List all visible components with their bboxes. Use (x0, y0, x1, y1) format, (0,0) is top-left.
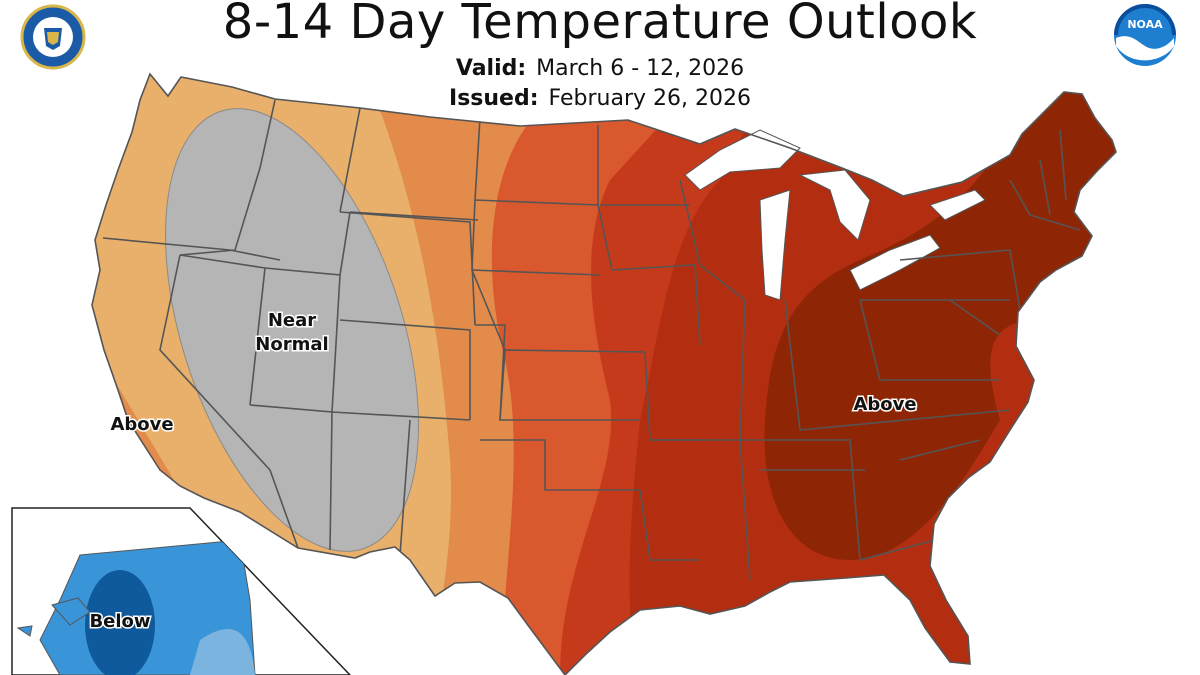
alaska-inset (11, 507, 352, 675)
above-east-label: Above (853, 394, 916, 415)
state-borders (102, 99, 1081, 581)
below-alaska-label: Below (89, 611, 150, 632)
above-west-label: Above (110, 414, 173, 435)
valid-label: Valid: (455, 56, 527, 81)
valid-line: Valid: March 6 - 12, 2026 (0, 56, 1200, 81)
commerce-seal-icon (20, 4, 86, 70)
issued-value: February 26, 2026 (548, 86, 751, 111)
noaa-logo-text: NOAA (1127, 18, 1163, 31)
great-lakes (684, 129, 986, 301)
valid-value: March 6 - 12, 2026 (536, 56, 745, 81)
noaa-logo-icon: NOAA (1114, 4, 1176, 66)
issued-line: Issued: February 26, 2026 (0, 86, 1200, 111)
issued-label: Issued: (449, 86, 539, 111)
near-normal-label-line1: Near (268, 310, 316, 331)
near-normal-label-line2: Normal (255, 334, 328, 355)
map-title: 8-14 Day Temperature Outlook (222, 0, 978, 50)
